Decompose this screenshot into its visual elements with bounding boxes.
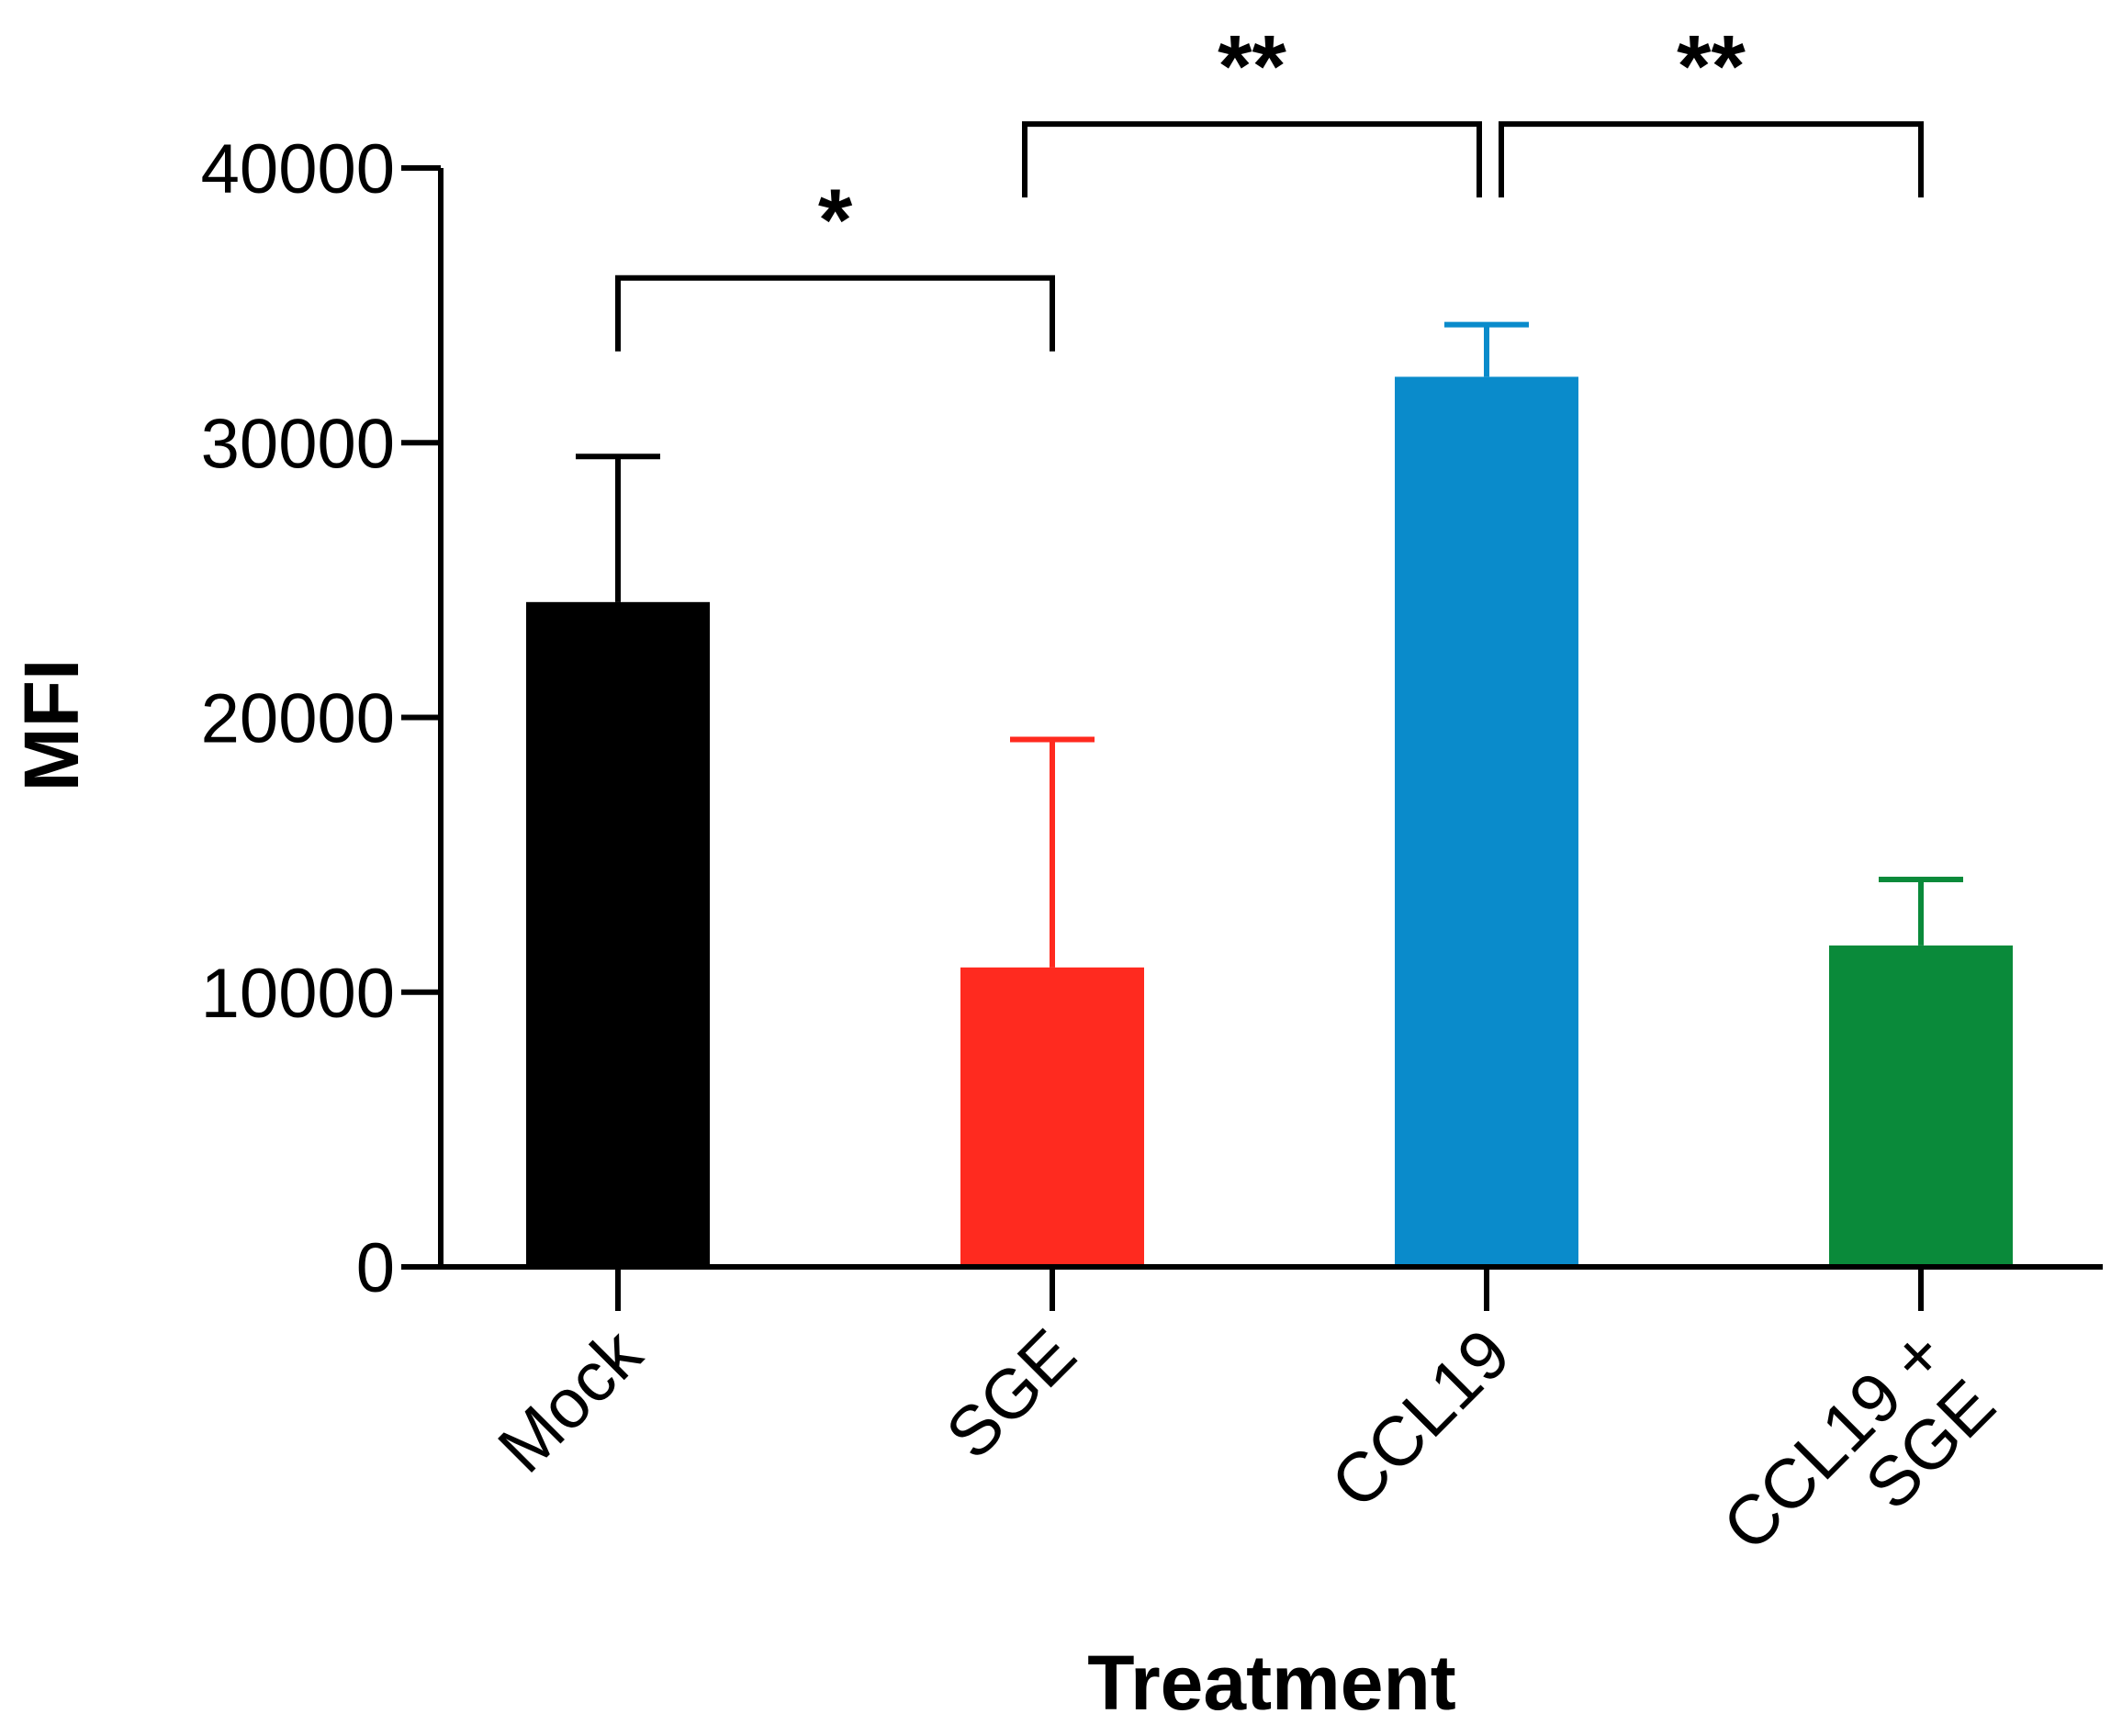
significance-label: * bbox=[818, 172, 853, 270]
x-tick-label-line: SGE bbox=[931, 1315, 1091, 1474]
error-bars-group bbox=[576, 321, 1963, 968]
y-tick-label: 40000 bbox=[201, 130, 395, 208]
bar bbox=[960, 967, 1144, 1267]
significance-label: ** bbox=[1218, 17, 1286, 116]
x-tick-label: Mock bbox=[484, 1314, 657, 1487]
bar bbox=[1829, 945, 2013, 1267]
y-tick-label: 20000 bbox=[201, 680, 395, 758]
x-tick-label: CCL19 bbox=[1317, 1315, 1525, 1523]
y-tick-label: 10000 bbox=[201, 955, 395, 1033]
y-axis-title: MFI bbox=[8, 659, 95, 792]
significance-bracket bbox=[615, 274, 1055, 352]
y-tick-label: 30000 bbox=[201, 405, 395, 483]
axes-group: 0 10000 20000 30000 40000 Mock SGE CCL19 CCL19 +… bbox=[201, 130, 2103, 1617]
bars-group bbox=[526, 376, 2013, 1267]
x-tick-label: SGE bbox=[931, 1315, 1091, 1474]
significance-label: ** bbox=[1677, 17, 1746, 116]
bar bbox=[526, 601, 710, 1267]
bar bbox=[1395, 376, 1578, 1267]
significance-group: *** ** bbox=[615, 17, 1924, 352]
x-tick-label-line: Mock bbox=[484, 1314, 657, 1487]
x-tick-label: CCL19 +SGE bbox=[1708, 1315, 2010, 1617]
y-tick-label: 0 bbox=[356, 1229, 395, 1307]
significance-bracket bbox=[1499, 121, 1924, 198]
x-axis-title: Treatment bbox=[1087, 1640, 1455, 1726]
x-tick-label-line: CCL19 bbox=[1317, 1315, 1525, 1523]
significance-bracket bbox=[1022, 121, 1482, 198]
